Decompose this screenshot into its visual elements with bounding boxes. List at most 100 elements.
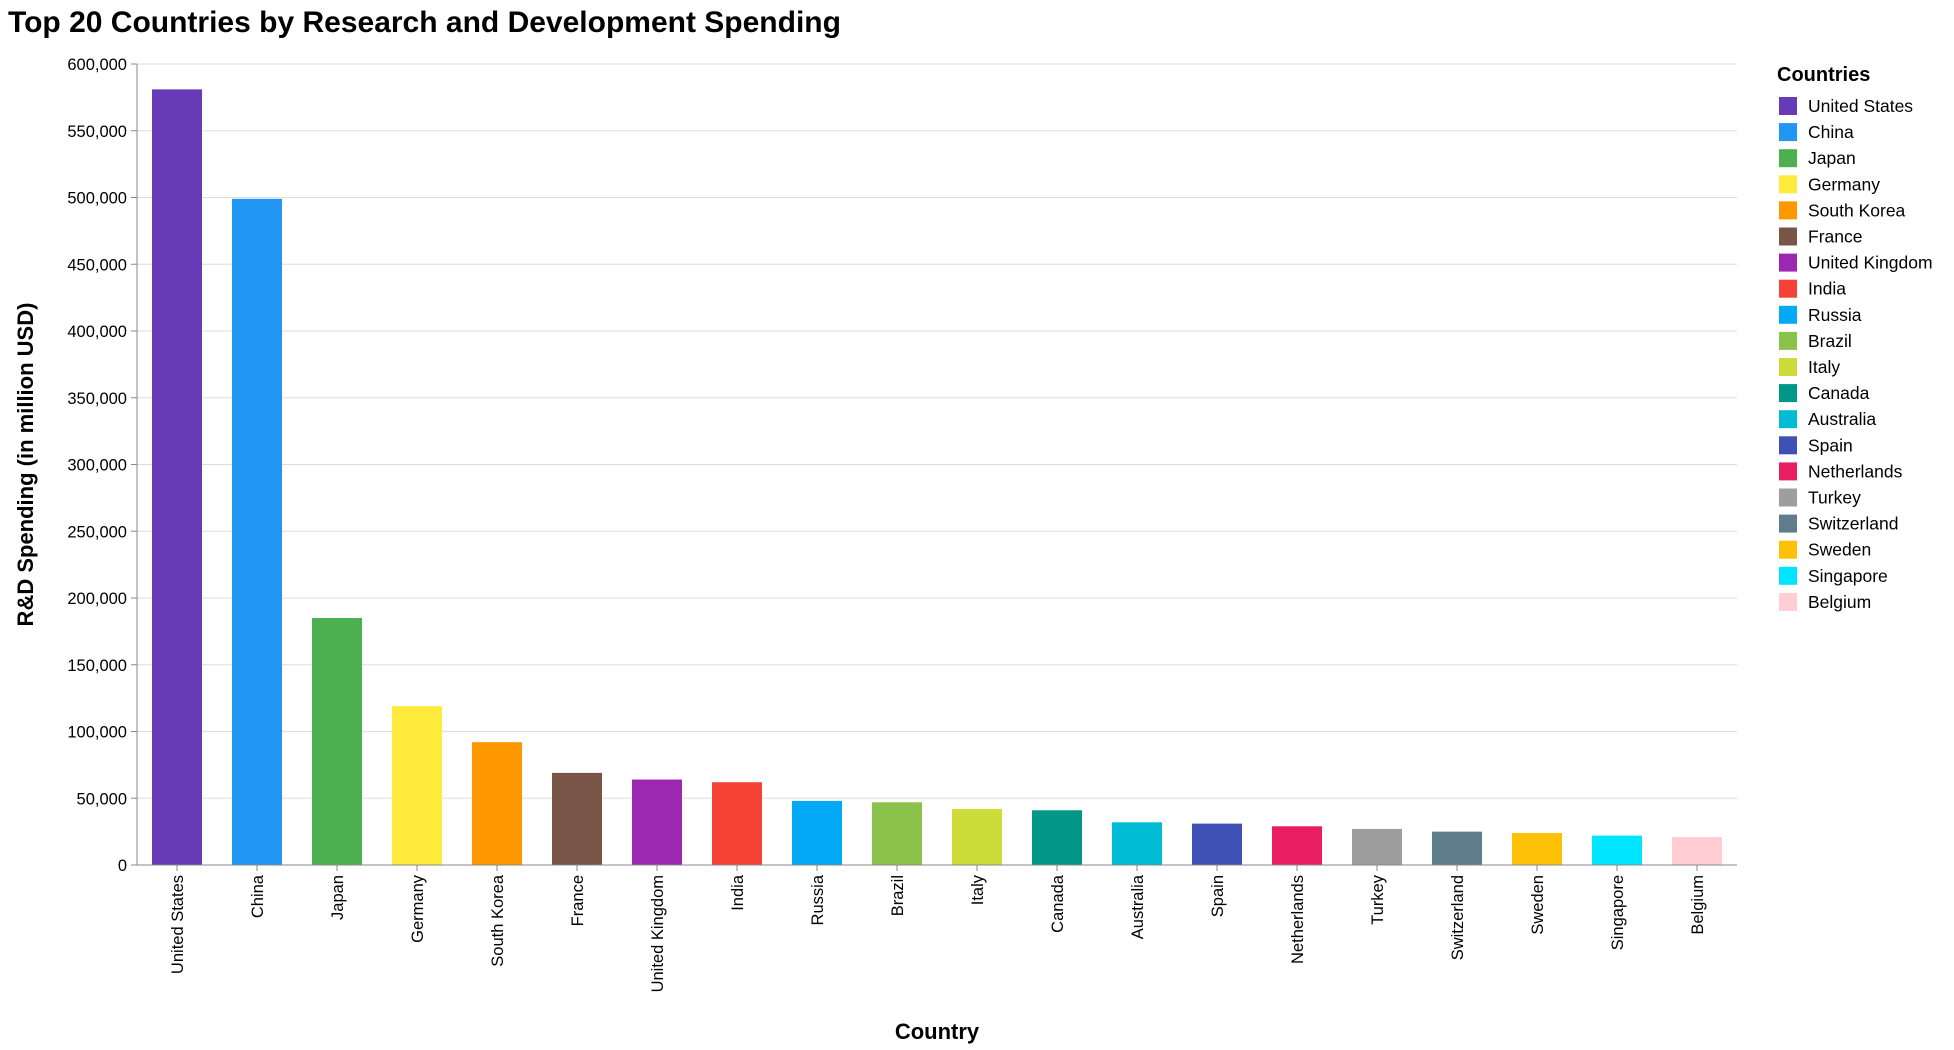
- x-tick-label: South Korea: [489, 874, 507, 967]
- legend-swatch: [1779, 514, 1797, 533]
- x-tick-label: United Kingdom: [649, 875, 667, 992]
- legend-swatch: [1779, 253, 1797, 272]
- bar[interactable]: [1592, 835, 1642, 865]
- legend-swatch: [1779, 488, 1797, 507]
- bar[interactable]: [792, 800, 842, 865]
- legend-label: Sweden: [1808, 540, 1871, 560]
- legend-label: Japan: [1808, 148, 1856, 168]
- legend-label: Australia: [1808, 409, 1876, 429]
- legend-swatch: [1779, 201, 1797, 220]
- legend-swatch: [1779, 592, 1797, 611]
- legend: Countries United States China Japan Germany…: [1777, 64, 1933, 612]
- x-axis-title: Country: [895, 1019, 980, 1044]
- bar[interactable]: [872, 802, 922, 865]
- y-tick-label: 350,000: [67, 390, 127, 408]
- legend-swatch: [1779, 410, 1797, 429]
- bar[interactable]: [1272, 826, 1322, 865]
- x-tick-label: Switzerland: [1449, 875, 1467, 960]
- legend-label: Singapore: [1808, 566, 1888, 586]
- y-tick-label: 0: [118, 857, 127, 875]
- legend-label: United States: [1808, 96, 1913, 116]
- bar[interactable]: [552, 772, 602, 865]
- y-tick-label: 500,000: [67, 190, 127, 208]
- bar[interactable]: [712, 782, 762, 865]
- y-tick-label: 250,000: [67, 523, 127, 541]
- legend-label: Russia: [1808, 305, 1862, 325]
- legend-label: United Kingdom: [1808, 253, 1933, 273]
- x-tick-label: Belgium: [1689, 875, 1707, 935]
- bar[interactable]: [1432, 831, 1482, 865]
- x-tick-label: India: [729, 874, 747, 911]
- x-tick-label: Italy: [969, 874, 987, 905]
- bar[interactable]: [1032, 810, 1082, 865]
- x-tick-label: Germany: [409, 874, 427, 943]
- bar[interactable]: [1672, 836, 1722, 865]
- bar[interactable]: [1512, 832, 1562, 865]
- legend-items: United States China Japan Germany South Kore…: [1779, 96, 1933, 612]
- legend-label: France: [1808, 227, 1862, 247]
- legend-swatch: [1779, 358, 1797, 376]
- legend-swatch: [1779, 227, 1797, 246]
- bar[interactable]: [312, 618, 362, 865]
- y-axis-ticks: 0 50,000 100,000 150,000 200,000 250,000 300,0…: [67, 56, 137, 875]
- legend-label: Switzerland: [1808, 514, 1898, 534]
- legend-label: China: [1808, 122, 1854, 142]
- y-tick-label: 300,000: [67, 457, 127, 475]
- bar[interactable]: [952, 808, 1002, 865]
- y-tick-label: 50,000: [77, 790, 127, 808]
- x-tick-label: Netherlands: [1289, 875, 1307, 964]
- bar[interactable]: [472, 742, 522, 865]
- legend-swatch: [1779, 540, 1797, 559]
- legend-swatch: [1779, 97, 1797, 115]
- legend-label: Spain: [1808, 435, 1853, 455]
- y-tick-label: 200,000: [67, 590, 127, 608]
- y-tick-label: 450,000: [67, 256, 127, 274]
- x-tick-label: Japan: [329, 875, 347, 920]
- legend-label: South Korea: [1808, 200, 1906, 220]
- legend-label: Germany: [1808, 174, 1880, 194]
- x-tick-label: China: [249, 874, 267, 918]
- y-tick-label: 400,000: [67, 323, 127, 341]
- legend-swatch: [1779, 175, 1797, 194]
- bar[interactable]: [1192, 823, 1242, 865]
- legend-swatch: [1779, 384, 1797, 403]
- legend-label: India: [1808, 279, 1846, 299]
- x-tick-label: Canada: [1049, 874, 1067, 933]
- y-tick-label: 600,000: [67, 56, 127, 74]
- bars: [152, 89, 1722, 866]
- y-tick-label: 150,000: [67, 657, 127, 675]
- legend-swatch: [1779, 462, 1797, 481]
- y-axis-title: R&D Spending (in million USD): [13, 303, 38, 627]
- bar[interactable]: [1112, 822, 1162, 865]
- x-tick-label: United States: [169, 875, 187, 974]
- bar[interactable]: [1352, 828, 1402, 865]
- legend-swatch: [1779, 279, 1797, 298]
- y-tick-label: 100,000: [67, 724, 127, 742]
- x-tick-label: Brazil: [889, 875, 907, 916]
- legend-swatch: [1779, 566, 1797, 585]
- legend-swatch: [1779, 436, 1797, 455]
- bar[interactable]: [632, 779, 682, 865]
- legend-title: Countries: [1777, 64, 1870, 86]
- bar[interactable]: [232, 198, 282, 865]
- legend-label: Italy: [1808, 357, 1840, 377]
- legend-swatch: [1779, 331, 1797, 350]
- x-axis-ticks: United States China Japan Germany South Kore…: [169, 865, 1707, 992]
- legend-swatch: [1779, 123, 1797, 142]
- x-tick-label: Australia: [1129, 874, 1147, 939]
- legend-label: Netherlands: [1808, 461, 1903, 481]
- legend-label: Turkey: [1808, 488, 1861, 508]
- legend-swatch: [1779, 149, 1797, 168]
- legend-swatch: [1779, 305, 1797, 324]
- gridlines: [137, 63, 1737, 866]
- x-tick-label: Spain: [1209, 875, 1227, 917]
- x-tick-label: Russia: [809, 874, 827, 925]
- y-tick-label: 550,000: [67, 123, 127, 141]
- legend-label: Belgium: [1808, 592, 1871, 612]
- bar[interactable]: [152, 89, 202, 866]
- legend-label: Brazil: [1808, 331, 1852, 351]
- legend-label: Canada: [1808, 383, 1870, 403]
- bar[interactable]: [392, 706, 442, 865]
- chart-title: Top 20 Countries by Research and Develop…: [8, 6, 841, 39]
